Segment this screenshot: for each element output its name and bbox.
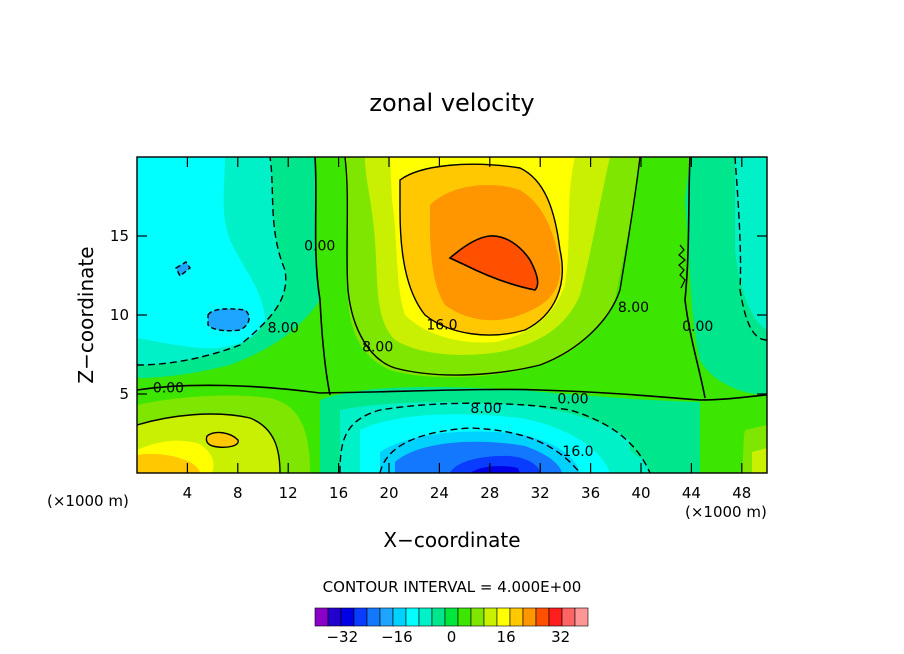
contour-value-label: 0.00 (153, 381, 184, 397)
x-axis: 4 8 12 16 20 24 28 32 36 40 44 48 (183, 157, 751, 502)
colorbar-swatch (444, 607, 459, 627)
x-tick-label: 28 (480, 484, 499, 502)
region-upper-left-core-small (176, 262, 190, 276)
contour-line-minus8-left (137, 157, 287, 366)
contour-field: 0.00 8.00 0.00 16.0 8.00 8.00 0.00 0.00 8.00 16.0 (137, 157, 767, 473)
region-lower-right-edge-yellow (752, 448, 767, 473)
colorbar-tick-label: −16 (381, 628, 413, 646)
contour-line-zero-vertical-right (684, 157, 706, 399)
chart-title: zonal velocity (369, 89, 534, 117)
colorbar-swatch (535, 607, 550, 627)
x-tick-label: 16 (329, 484, 348, 502)
colorbar-swatch (327, 607, 342, 627)
contour-labels-layer: 0.00 8.00 0.00 16.0 8.00 8.00 0.00 0.00 8.00 16.0 (153, 238, 713, 459)
region-lower-right-cool (630, 424, 696, 466)
y-tick-label: 5 (119, 385, 129, 403)
x-axis-unit-right: (×1000 m) (685, 503, 767, 521)
y-tick-label: 10 (110, 306, 129, 324)
colorbar-swatch (548, 607, 563, 627)
colorbar-swatch (314, 607, 329, 627)
region-lower-left-core (137, 453, 200, 473)
contour-line-zero-vertical-left (314, 157, 331, 396)
colorbar-swatch (522, 607, 537, 627)
colorbar-swatch (340, 607, 355, 627)
region-upper-left-core (208, 308, 250, 331)
colorbar-swatch (561, 607, 576, 627)
contour-line-minus16-core (207, 308, 250, 332)
colorbar-swatch (431, 607, 446, 627)
y-axis-label: Z−coordinate (74, 246, 98, 383)
contour-value-label: 16.0 (562, 444, 593, 460)
x-tick-label: 32 (531, 484, 550, 502)
contour-value-label: 8.00 (470, 401, 501, 417)
contour-line-minus8-right (734, 157, 767, 341)
region-jet-core (450, 235, 538, 290)
x-tick-label: 4 (183, 484, 193, 502)
contour-interval-text: CONTOUR INTERVAL = 4.000E+00 (323, 578, 582, 596)
colorbar-tick-label: 32 (551, 628, 570, 646)
contour-line-plus8-jet (344, 157, 641, 376)
colorbar-tick-label: −32 (326, 628, 358, 646)
colorbar-swatch (483, 607, 498, 627)
region-upper-left-strong (137, 157, 265, 349)
colorbar-tick-label: 0 (447, 628, 457, 646)
colorbar: −32 −16 0 16 32 (314, 607, 589, 646)
contour-value-label: 0.00 (682, 319, 713, 335)
x-axis-unit-left: (×1000 m) (47, 492, 129, 510)
x-tick-label: 24 (430, 484, 449, 502)
contour-line-minus8-lower (339, 402, 651, 473)
region-lower-mid-bottom (470, 465, 520, 473)
x-tick-label: 48 (732, 484, 751, 502)
colorbar-swatch (353, 607, 368, 627)
contour-value-label: 0.00 (304, 238, 335, 254)
y-tick-label: 15 (110, 227, 129, 245)
y-axis: 5 10 15 (110, 227, 767, 403)
contour-line-zero-right-wiggle (678, 244, 686, 289)
colorbar-swatch (509, 607, 524, 627)
x-tick-label: 8 (233, 484, 243, 502)
colorbar-swatch (418, 607, 433, 627)
contour-line-plus24-jet (448, 235, 539, 291)
x-tick-label: 12 (279, 484, 298, 502)
x-tick-label: 36 (581, 484, 600, 502)
contour-line-plus8-lower-left (137, 413, 281, 473)
colorbar-tick-label: 16 (497, 628, 516, 646)
colorbar-swatch (457, 607, 472, 627)
x-tick-label: 20 (379, 484, 398, 502)
x-tick-label: 40 (631, 484, 650, 502)
contour-value-label: 0.00 (557, 392, 588, 408)
region-upper-right-moderate (735, 157, 767, 330)
contour-value-label: 8.00 (362, 340, 393, 356)
contour-value-label: 8.00 (268, 321, 299, 337)
contour-line-minus16-lower (379, 427, 581, 473)
region-lower-left-spot (206, 432, 239, 448)
colorbar-swatch (379, 607, 394, 627)
colorbar-swatch (392, 607, 407, 627)
colorbar-swatch (405, 607, 420, 627)
colorbar-swatch (574, 607, 589, 627)
colorbar-swatch (470, 607, 485, 627)
contour-value-label: 16.0 (426, 317, 457, 333)
colorbar-swatch (366, 607, 381, 627)
contour-line-plus16-lower-left (205, 431, 239, 448)
contour-value-label: 8.00 (618, 300, 649, 316)
contour-line-plus16-jet (399, 163, 564, 336)
contour-line-zero-horizontal (137, 384, 767, 401)
x-tick-label: 44 (682, 484, 701, 502)
contour-line-minus16-small (175, 261, 191, 278)
x-axis-label: X−coordinate (383, 528, 520, 552)
colorbar-swatch (496, 607, 511, 627)
